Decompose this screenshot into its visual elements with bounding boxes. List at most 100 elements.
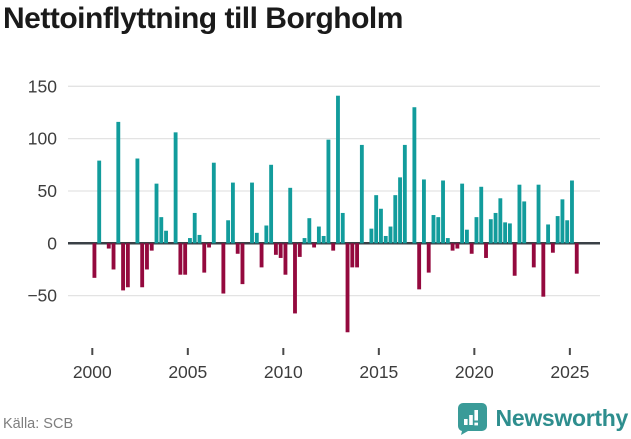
y-axis-tick-label: 50 (38, 181, 58, 201)
bar-2018-Q2 (441, 180, 445, 244)
bar-2024-Q1 (550, 243, 555, 253)
bar-2016-Q2 (402, 144, 407, 244)
bar-2024-Q3 (560, 199, 565, 244)
bar-2009-Q2 (269, 164, 274, 244)
bar-2013-Q4 (355, 243, 360, 268)
bar-2022-Q1 (512, 243, 517, 276)
bar-2007-Q3 (235, 243, 240, 254)
x-axis-tick-label: 2020 (455, 362, 494, 382)
bar-2000-Q2 (97, 160, 102, 244)
bar-2004-Q3 (178, 243, 183, 275)
bar-2004-Q4 (183, 243, 188, 275)
bar-2007-Q1 (226, 220, 231, 244)
bar-2019-Q3 (464, 229, 469, 244)
bar-2005-Q4 (202, 243, 207, 273)
bar-2007-Q4 (240, 243, 245, 285)
bar-2021-Q3 (503, 222, 508, 244)
bar-2013-Q3 (350, 243, 355, 268)
bar-2021-Q4 (507, 223, 512, 244)
bar-2015-Q4 (393, 195, 398, 244)
bar-2003-Q4 (164, 230, 168, 244)
bar-2018-Q3 (445, 238, 450, 244)
y-axis-tick-label: 150 (28, 76, 57, 96)
bar-2000-Q1 (92, 243, 97, 278)
bar-2017-Q2 (422, 179, 426, 244)
y-axis-tick-label: 100 (28, 129, 57, 149)
bar-2010-Q2 (288, 187, 293, 244)
bar-2010-Q1 (283, 243, 288, 275)
bar-2022-Q3 (522, 201, 527, 244)
bar-2016-Q1 (398, 177, 402, 244)
bar-2019-Q4 (469, 243, 474, 254)
bar-2002-Q4 (145, 243, 149, 270)
bar-2025-Q2 (574, 243, 579, 274)
chart-title: Nettoinflyttning till Borgholm (3, 2, 403, 35)
bar-2001-Q4 (125, 243, 130, 288)
source-label: Källa: SCB (3, 416, 74, 432)
bar-2011-Q3 (312, 243, 317, 248)
bar-2008-Q3 (254, 232, 259, 244)
x-axis-tick-label: 2010 (264, 362, 303, 382)
bar-2021-Q1 (493, 212, 498, 244)
x-axis-tick-label: 2005 (168, 362, 207, 382)
bar-2014-Q4 (374, 195, 379, 244)
bar-2014-Q3 (369, 228, 374, 244)
bar-2024-Q2 (555, 216, 560, 244)
y-axis-tick-label: −50 (27, 286, 57, 306)
bar-2016-Q4 (412, 107, 417, 244)
bar-2015-Q3 (388, 226, 393, 244)
bar-2006-Q1 (207, 243, 211, 248)
bar-2001-Q3 (121, 243, 126, 291)
bar-2006-Q4 (221, 243, 226, 294)
bar-2011-Q2 (307, 218, 312, 244)
bar-2003-Q1 (149, 243, 154, 251)
bar-2002-Q2 (135, 158, 140, 244)
bar-2024-Q4 (565, 220, 570, 244)
bar-2012-Q2 (326, 139, 331, 244)
newsworthy-speech-bubble-bar-chart-icon (457, 402, 487, 435)
bar-2007-Q2 (230, 182, 235, 244)
bar-2004-Q2 (173, 132, 178, 244)
bar-2023-Q3 (541, 243, 546, 297)
bar-2020-Q3 (484, 243, 488, 258)
bar-2019-Q1 (455, 243, 460, 249)
bar-2020-Q2 (479, 186, 484, 244)
net-migration-bar-chart: 150 100 50 0 −50 2000 2005 2010 2015 2020 2025 (27, 76, 600, 382)
bar-2017-Q3 (426, 243, 431, 273)
bar-2017-Q1 (417, 243, 422, 290)
bar-2020-Q1 (474, 217, 479, 244)
y-axis-tick-label: 0 (47, 233, 57, 253)
bar-2020-Q4 (488, 219, 493, 244)
bar-2008-Q4 (259, 243, 264, 268)
bar-2012-Q4 (336, 95, 340, 244)
bar-2001-Q1 (111, 243, 116, 270)
bar-2021-Q2 (498, 198, 503, 244)
bar-2017-Q4 (431, 215, 436, 244)
bar-2012-Q3 (331, 243, 336, 251)
bar-2023-Q2 (536, 184, 541, 244)
bar-2012-Q1 (321, 235, 326, 244)
bar-2005-Q2 (192, 212, 197, 244)
bar-2018-Q1 (436, 217, 441, 244)
bar-2006-Q2 (211, 162, 216, 244)
bar-2009-Q3 (273, 243, 278, 255)
bar-2013-Q1 (340, 212, 345, 244)
bar-2003-Q2 (154, 183, 159, 244)
bar-2018-Q4 (450, 243, 455, 251)
newsworthy-logo-link[interactable]: Newsworthy (457, 401, 628, 435)
bar-2011-Q4 (316, 226, 321, 244)
bar-2005-Q1 (188, 238, 192, 244)
bar-2001-Q2 (116, 121, 121, 244)
bar-2019-Q2 (460, 183, 465, 244)
bar-2013-Q2 (345, 243, 350, 333)
bar-2000-Q4 (106, 243, 111, 249)
x-axis-tick-label: 2000 (73, 362, 112, 382)
bar-2025-Q1 (570, 180, 574, 244)
newsworthy-wordmark: Newsworthy (495, 404, 629, 431)
bar-2015-Q2 (383, 235, 388, 244)
bar-2023-Q1 (531, 243, 536, 268)
bar-2009-Q1 (264, 225, 269, 244)
bar-2005-Q3 (197, 234, 202, 244)
bar-2022-Q2 (517, 184, 522, 244)
x-axis-tick-label: 2025 (550, 362, 589, 382)
